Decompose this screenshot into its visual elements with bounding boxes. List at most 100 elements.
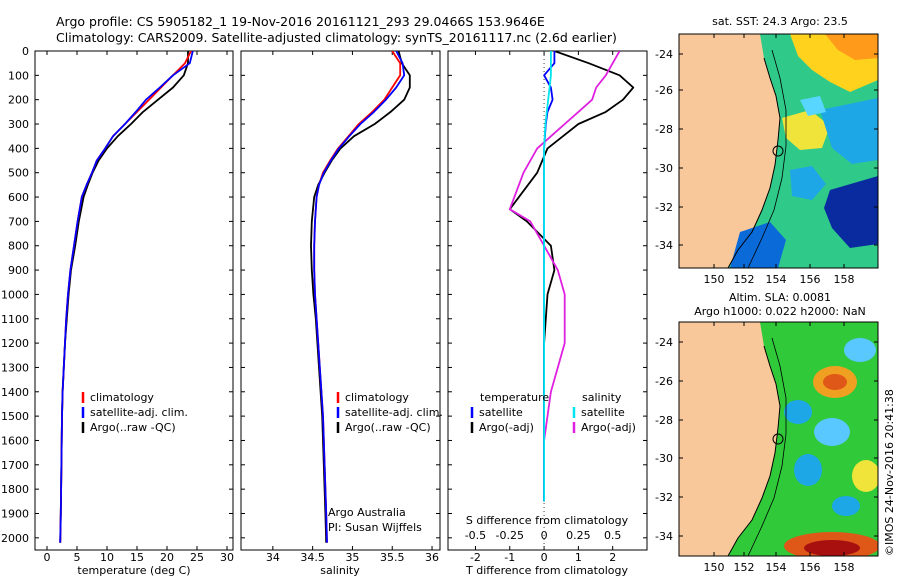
lon-tick-label: 150: [704, 561, 725, 574]
series-line-salinity-argo-adj-: [508, 51, 621, 502]
x-tick-label: -1: [504, 551, 515, 564]
header-line1: Argo profile: CS 5905182_1 19-Nov-2016 2…: [56, 14, 545, 29]
lat-tick-label: -26: [655, 84, 673, 97]
x-tick-label: 30: [220, 551, 234, 564]
map1-frame: [678, 33, 879, 269]
legend3-temp-satellite: satellite: [479, 406, 523, 419]
lat-tick-label: -32: [655, 491, 673, 504]
x-tick-label: 36: [425, 551, 439, 564]
lat-tick-label: -28: [655, 123, 673, 136]
x2-tick-label: -0.25: [496, 529, 524, 542]
lon-tick-label: 156: [800, 561, 821, 574]
legend-satellite: satellite-adj. clim.: [90, 406, 188, 419]
difference-panel-frame: [447, 50, 648, 551]
lat-tick-label: -24: [655, 48, 673, 61]
legend2-argo: Argo(..raw -QC): [345, 421, 431, 434]
difference-legend: temperature salinity satellite Argo(-adj…: [470, 391, 636, 434]
depth-tick-label: 1700: [1, 459, 29, 472]
sst-map: [679, 34, 878, 268]
depth-tick-label: 1600: [1, 434, 29, 447]
lat-tick-label: -30: [655, 452, 673, 465]
depth-tick-label: 1100: [1, 313, 29, 326]
t-difference-axis-label: T difference from climatology: [465, 564, 628, 577]
salinity-series: [310, 51, 411, 543]
series-line-climatology: [59, 51, 192, 543]
legend-climatology: climatology: [90, 391, 154, 404]
annotation-org: Argo Australia: [328, 506, 406, 519]
credit-text: ©IMOS 24-Nov-2016 20:41:38: [883, 389, 896, 556]
x-tick-label: 15: [130, 551, 144, 564]
legend3-sal-head: salinity: [582, 391, 622, 404]
x-tick-label: 2: [609, 551, 616, 564]
lat-tick-label: -34: [655, 239, 673, 252]
depth-tick-label: 400: [8, 142, 29, 155]
depth-tick-label: 900: [8, 264, 29, 277]
lon-tick-label: 158: [834, 561, 855, 574]
header-line2: Climatology: CARS2009. Satellite-adjuste…: [56, 30, 617, 45]
depth-tick-label: 1500: [1, 410, 29, 423]
x-tick-label: 5: [74, 551, 81, 564]
sla-map: [679, 322, 878, 556]
legend2-satellite: satellite-adj. clim.: [345, 406, 443, 419]
temperature-legend: climatology satellite-adj. clim. Argo(..…: [81, 391, 188, 434]
x-tick-label: 34: [266, 551, 280, 564]
depth-tick-label: 0: [22, 45, 29, 58]
temperature-series: [59, 51, 194, 543]
depth-tick-label: 2000: [1, 532, 29, 545]
salinity-axis-label: salinity: [320, 564, 360, 577]
salinity-legend: climatology satellite-adj. clim. Argo(..…: [336, 391, 443, 434]
x-tick-label: 25: [190, 551, 204, 564]
lon-tick-label: 154: [766, 273, 787, 286]
map2-title2: Argo h1000: 0.022 h2000: NaN: [694, 305, 866, 318]
x2-tick-label: 0.5: [604, 529, 622, 542]
depth-tick-label: 1300: [1, 361, 29, 374]
temperature-axis-label: temperature (deg C): [77, 564, 190, 577]
depth-tick-label: 800: [8, 240, 29, 253]
s-difference-axis-label: S difference from climatology: [466, 514, 629, 527]
depth-tick-label: 1000: [1, 288, 29, 301]
depth-tick-label: 200: [8, 94, 29, 107]
depth-tick-label: 500: [8, 167, 29, 180]
lat-tick-label: -28: [655, 414, 673, 427]
lon-tick-label: 152: [734, 273, 755, 286]
x-tick-label: 1: [575, 551, 582, 564]
x-tick-label: 35: [345, 551, 359, 564]
series-line-climatology: [313, 51, 402, 543]
map1-title: sat. SST: 24.3 Argo: 23.5: [712, 15, 848, 28]
depth-tick-label: 300: [8, 118, 29, 131]
series-line-satellite-adj-clim-: [59, 51, 194, 543]
legend3-temp-head: temperature: [480, 391, 549, 404]
x-tick-label: 20: [160, 551, 174, 564]
legend-argo: Argo(..raw -QC): [90, 421, 176, 434]
legend2-climatology: climatology: [345, 391, 409, 404]
argo-position-marker: [772, 145, 784, 157]
x-tick-label: 34.5: [300, 551, 325, 564]
map2-title1: Altim. SLA: 0.0081: [729, 291, 831, 304]
legend3-sal-argo: Argo(-adj): [581, 421, 636, 434]
lon-tick-label: 154: [766, 561, 787, 574]
x-tick-label: 10: [100, 551, 114, 564]
lat-tick-label: -30: [655, 162, 673, 175]
lat-tick-label: -32: [655, 201, 673, 214]
lon-tick-label: 150: [704, 273, 725, 286]
x-axes: 0 5 10 15 20 25 30 34 34.5 35 35.5 36 -2 -1 0 1 2 -0.5 -0.…: [44, 51, 622, 564]
x-tick-label: 0: [44, 551, 51, 564]
depth-tick-label: 100: [8, 69, 29, 82]
x2-tick-label: -0.5: [465, 529, 486, 542]
annotation-pi: PI: Susan Wijffels: [328, 521, 422, 534]
map2-frame: [678, 321, 879, 557]
series-line-satellite-adj-clim-: [313, 51, 406, 543]
lon-tick-label: 158: [834, 273, 855, 286]
x-tick-label: 35.5: [380, 551, 405, 564]
lon-tick-label: 156: [800, 273, 821, 286]
legend3-sal-satellite: satellite: [581, 406, 625, 419]
x-tick-label: 0: [541, 551, 548, 564]
depth-axis: 0 100 200 300 400 500 600 700 800 900 1000 1100 1200…: [1, 45, 647, 545]
lat-tick-label: -24: [655, 336, 673, 349]
x2-tick-label: 0.25: [566, 529, 591, 542]
x-tick-label: -2: [470, 551, 481, 564]
difference-series: [508, 51, 635, 502]
depth-tick-label: 1800: [1, 483, 29, 496]
